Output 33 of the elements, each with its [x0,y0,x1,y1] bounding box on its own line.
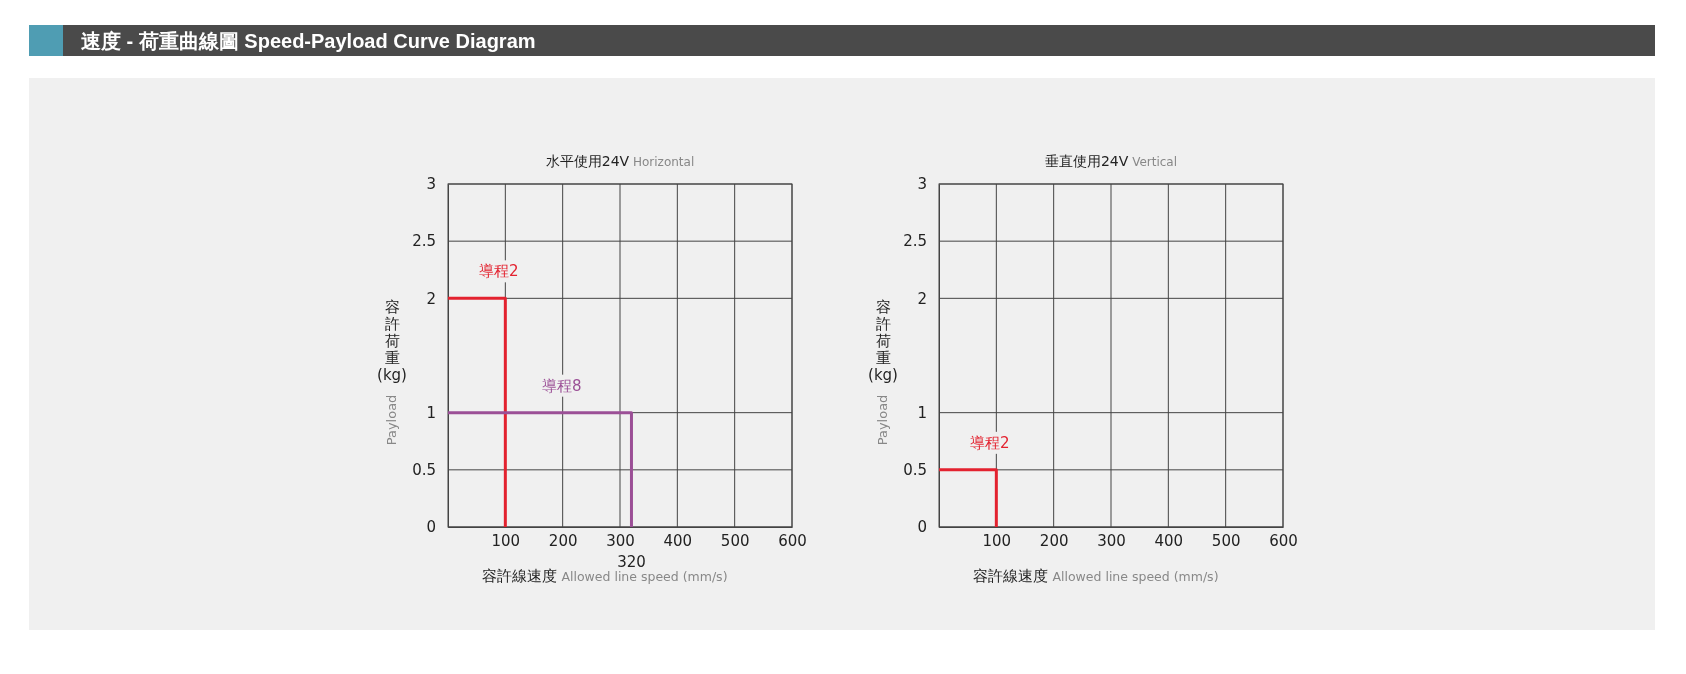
series-label: 導程2 [478,262,519,281]
x-tick-label: 600 [778,531,807,550]
y-tick-label: 0.5 [412,461,436,480]
x-tick-label: 300 [1097,531,1126,550]
series-label: 導程8 [541,376,582,395]
y-tick-label: 0.5 [903,461,927,480]
series-label: 導程2 [969,433,1010,452]
x-tick-label: 400 [663,531,693,550]
x-tick-label: 100 [491,531,521,550]
text: 速度 - 荷重曲線圖 Speed-Payload Curve Diagram [81,30,536,52]
y-axis-title: 容許荷重(kg) Payload [377,298,407,446]
y-tick-label: 1 [426,403,436,422]
chart-title: 垂直使用24V Vertical [1044,153,1178,169]
y-axis-title: 容許荷重(kg) Payload [868,298,898,446]
y-tick-label: 2 [426,289,436,308]
y-tick-label: 1 [917,403,927,422]
x-tick-label: 500 [720,531,750,550]
x-tick-label: 600 [1269,531,1298,550]
x-axis-title: 容許線速度 Allowed line speed (mm/s) [973,567,1219,585]
x-tick-label: 100 [982,531,1012,550]
y-tick-label: 0 [917,518,927,537]
x-tick-label: 400 [1154,531,1184,550]
y-tick-label: 2.5 [903,232,927,251]
y-tick-label: 3 [426,175,436,194]
y-tick-label: 2 [917,289,927,308]
x-tick-label: 200 [1039,531,1069,550]
y-tick-label: 3 [917,175,927,194]
chart-title: 水平使用24V Horizontal [545,153,695,169]
x-tick-label: 500 [1211,531,1241,550]
x-tick-label: 300 [606,531,635,550]
x-tick-label: 200 [548,531,578,550]
y-tick-label: 0 [426,518,436,537]
y-tick-label: 2.5 [412,232,436,251]
